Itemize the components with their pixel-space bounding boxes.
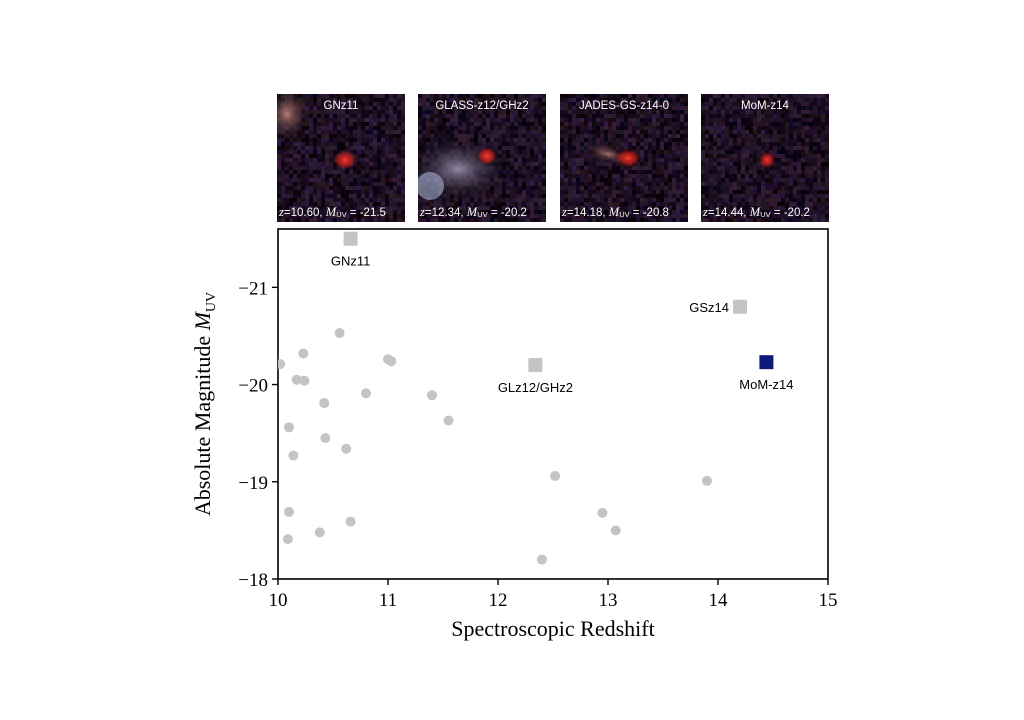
y-tick-label: −21: [238, 278, 268, 299]
panel-title: GNz11: [323, 100, 359, 112]
x-tick-label: 12: [489, 590, 508, 611]
data-point: [386, 356, 397, 367]
galaxy-blob: [758, 151, 776, 169]
panel-jades-gs-z14: JADES-GS-z14-0 z=14.18, MUV = -20.8: [560, 94, 688, 222]
data-point: [314, 527, 325, 538]
plot-frame: [277, 228, 829, 580]
data-point: [291, 374, 302, 385]
y-axis-label: Absolute Magnitude MUV: [190, 292, 219, 516]
y-tick-label: −18: [238, 570, 268, 591]
x-tick-label: 14: [709, 590, 729, 611]
x-tick-label: 15: [819, 590, 838, 611]
panel-image-glass-z12: [418, 94, 546, 222]
data-point: [284, 422, 294, 433]
y-tick-label: −20: [238, 376, 268, 397]
labeled-source-marker: [733, 299, 747, 314]
panel-gnz11: GNz11 z=10.60, MUV = -21.5: [277, 94, 405, 222]
x-axis-label: Spectroscopic Redshift: [451, 616, 654, 641]
data-points: [278, 328, 712, 565]
noise-field: [277, 94, 405, 222]
data-point: [341, 443, 352, 454]
panel-mom-z14: MoM-z14 z=14.44, MUV = -20.2: [701, 94, 829, 222]
labeled-source-marker: [343, 231, 358, 246]
data-point: [299, 375, 310, 386]
data-point: [537, 554, 547, 565]
source-label: GSz14: [689, 300, 729, 315]
source-labels: GNz11 GLz12/GHz2 GSz14 MoM-z14: [331, 231, 793, 395]
galaxy-blob: [476, 146, 498, 166]
data-point: [345, 516, 356, 527]
data-point: [702, 475, 712, 486]
noise-field: [701, 94, 829, 222]
data-point: [282, 534, 293, 545]
data-point: [361, 388, 371, 399]
data-point: [284, 506, 294, 517]
axis-ticks: 10 11 12 13 14 15 −21 −20 −19 −18: [238, 278, 837, 611]
noise-field: [560, 94, 688, 222]
data-point: [334, 328, 345, 339]
panel-caption: z=12.34, MUV = -20.2: [420, 205, 527, 219]
panel-image-mom-z14: [701, 94, 829, 222]
x-tick-label: 11: [379, 590, 397, 611]
panel-title: JADES-GS-z14-0: [578, 100, 670, 112]
data-point: [298, 348, 309, 359]
y-tick-label: −19: [238, 473, 268, 494]
panel-image-jades-gs-z14: [560, 94, 688, 222]
panel-title: MoM-z14: [741, 100, 789, 112]
data-point: [427, 390, 437, 401]
x-tick-label: 10: [269, 590, 288, 611]
panel-caption: z=10.60, MUV = -21.5: [279, 205, 386, 219]
data-point: [550, 470, 561, 481]
panel-caption: z=14.44, MUV = -20.2: [703, 205, 810, 219]
labeled-source-marker: [759, 355, 774, 370]
data-point: [610, 525, 621, 536]
galaxy-blob: [614, 148, 642, 168]
panel-caption: z=14.18, MUV = -20.8: [562, 205, 669, 219]
source-label: GLz12/GHz2: [498, 380, 573, 395]
panel-image-gnz11: [277, 94, 405, 222]
data-point: [319, 398, 330, 409]
data-point: [278, 359, 286, 370]
source-label: MoM-z14: [739, 377, 793, 392]
source-label: GNz11: [331, 254, 371, 269]
data-point: [288, 450, 299, 461]
x-tick-label: 13: [599, 590, 618, 611]
host-glow: [277, 94, 313, 144]
data-point: [320, 433, 331, 444]
panel-title: GLASS-z12/GHz2: [435, 100, 529, 112]
foreground-star: [418, 172, 444, 200]
data-point: [597, 507, 608, 518]
labeled-source-marker: [528, 358, 543, 373]
panel-glass-z12: GLASS-z12/GHz2 z=12.34, MUV = -20.2: [418, 94, 546, 222]
galaxy-blob: [332, 149, 358, 171]
data-point: [443, 415, 454, 426]
